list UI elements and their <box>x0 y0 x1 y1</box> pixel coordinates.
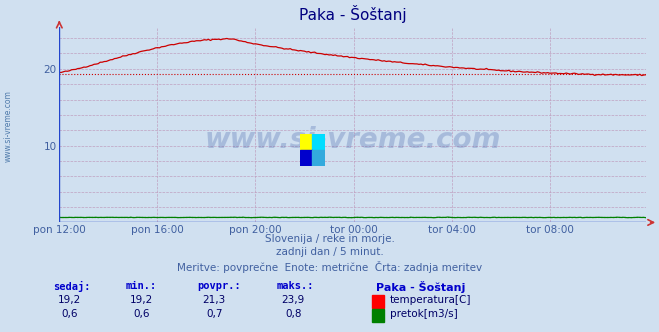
Text: pretok[m3/s]: pretok[m3/s] <box>390 309 458 319</box>
Text: 19,2: 19,2 <box>57 295 81 305</box>
Text: maks.:: maks.: <box>277 281 314 290</box>
Bar <box>312 134 325 150</box>
Text: www.si-vreme.com: www.si-vreme.com <box>3 90 13 162</box>
Bar <box>312 150 325 166</box>
Text: povpr.:: povpr.: <box>198 281 241 290</box>
Text: Slovenija / reke in morje.: Slovenija / reke in morje. <box>264 234 395 244</box>
Text: sedaj:: sedaj: <box>53 281 90 291</box>
Text: 19,2: 19,2 <box>130 295 154 305</box>
Text: Meritve: povprečne  Enote: metrične  Črta: zadnja meritev: Meritve: povprečne Enote: metrične Črta:… <box>177 261 482 273</box>
Text: 0,6: 0,6 <box>133 309 150 319</box>
Bar <box>300 134 312 150</box>
Text: www.si-vreme.com: www.si-vreme.com <box>204 126 501 154</box>
Text: 0,6: 0,6 <box>61 309 78 319</box>
Text: temperatura[C]: temperatura[C] <box>390 295 472 305</box>
Text: 23,9: 23,9 <box>281 295 305 305</box>
Text: 21,3: 21,3 <box>202 295 226 305</box>
Text: zadnji dan / 5 minut.: zadnji dan / 5 minut. <box>275 247 384 257</box>
Text: 0,7: 0,7 <box>206 309 223 319</box>
Title: Paka - Šoštanj: Paka - Šoštanj <box>299 5 407 23</box>
Bar <box>300 150 312 166</box>
Text: Paka - Šoštanj: Paka - Šoštanj <box>376 281 465 292</box>
Text: 0,8: 0,8 <box>285 309 302 319</box>
Text: min.:: min.: <box>125 281 156 290</box>
